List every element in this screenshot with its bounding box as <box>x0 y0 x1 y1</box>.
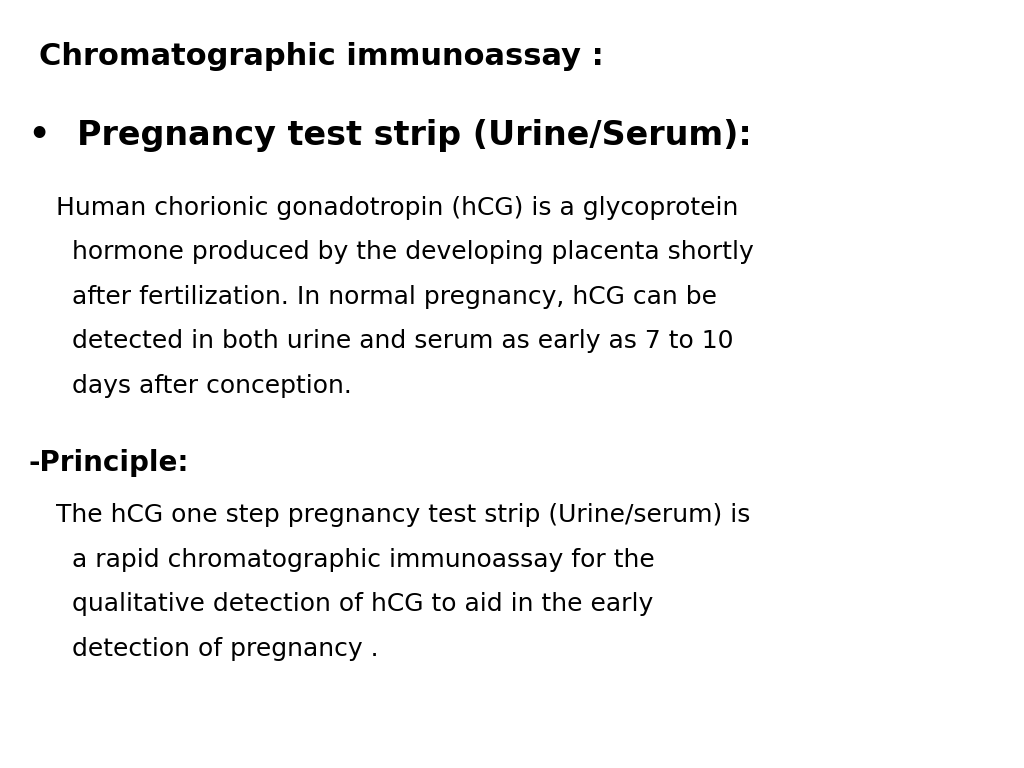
Text: Human chorionic gonadotropin (hCG) is a glycoprotein: Human chorionic gonadotropin (hCG) is a … <box>56 196 738 220</box>
Text: The hCG one step pregnancy test strip (Urine/serum) is: The hCG one step pregnancy test strip (U… <box>56 503 751 527</box>
Text: days after conception.: days after conception. <box>56 374 352 398</box>
Text: •: • <box>29 119 50 152</box>
Text: qualitative detection of hCG to aid in the early: qualitative detection of hCG to aid in t… <box>56 592 653 616</box>
Text: a rapid chromatographic immunoassay for the: a rapid chromatographic immunoassay for … <box>56 548 655 571</box>
Text: detected in both urine and serum as early as 7 to 10: detected in both urine and serum as earl… <box>56 329 734 353</box>
Text: after fertilization. In normal pregnancy, hCG can be: after fertilization. In normal pregnancy… <box>56 285 718 309</box>
Text: Pregnancy test strip (Urine/Serum):: Pregnancy test strip (Urine/Serum): <box>77 119 752 152</box>
Text: Chromatographic immunoassay :: Chromatographic immunoassay : <box>39 42 604 71</box>
Text: -Principle:: -Principle: <box>29 449 189 477</box>
Text: detection of pregnancy .: detection of pregnancy . <box>56 637 379 660</box>
Text: hormone produced by the developing placenta shortly: hormone produced by the developing place… <box>56 240 754 264</box>
